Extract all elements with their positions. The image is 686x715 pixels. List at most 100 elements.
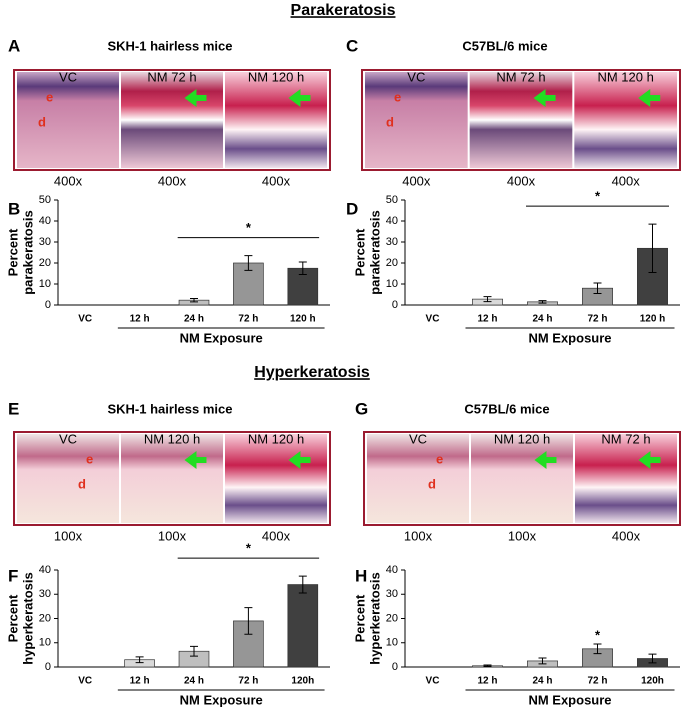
image-label: NM 120 h — [248, 431, 304, 446]
image-label: VC — [409, 431, 427, 446]
y-tick-label: 50 — [386, 194, 398, 206]
y-axis-label: Percent — [352, 594, 367, 642]
histology-image — [367, 434, 469, 523]
error-bar — [244, 607, 253, 635]
layer-marker: e — [394, 89, 401, 104]
x-tick-label: 72 h — [587, 676, 607, 687]
image-label: NM 120 h — [144, 431, 200, 446]
arrow — [184, 451, 207, 469]
y-tick-label: 40 — [386, 215, 398, 227]
x-tick-label: 12 h — [477, 676, 497, 687]
y-tick-label: 40 — [386, 564, 398, 576]
y-axis-label: Percent — [5, 594, 20, 642]
y-axis-label: Percent — [5, 228, 20, 276]
x-tick-label: 24 h — [532, 314, 552, 325]
panel-letter: C — [346, 36, 358, 55]
error-bar — [483, 296, 492, 303]
x-tick-label: 24 h — [184, 676, 204, 687]
x-tick-label: VC — [78, 676, 92, 687]
significance-label: * — [595, 627, 601, 642]
y-tick-label: 40 — [39, 215, 51, 227]
y-tick-label: 10 — [39, 637, 51, 649]
y-tick-label: 20 — [39, 257, 51, 269]
significance-label: * — [246, 541, 252, 556]
layer-marker: d — [428, 476, 436, 491]
magnification: 400x — [612, 173, 641, 188]
y-tick-label: 30 — [39, 236, 51, 248]
histology-image — [471, 434, 573, 523]
image-label: VC — [407, 69, 425, 84]
image-label: NM 72 h — [601, 431, 650, 446]
y-axis-label: parakeratosis — [367, 210, 382, 295]
arrow — [534, 451, 557, 469]
x-tick-label: 120h — [291, 676, 314, 687]
section-title: Parakeratosis — [291, 2, 396, 19]
y-tick-label: 30 — [386, 588, 398, 600]
y-axis-label: Percent — [352, 228, 367, 276]
histology-image — [17, 434, 119, 523]
magnification: 400x — [507, 173, 536, 188]
error-bar — [538, 300, 547, 304]
error-bar — [483, 664, 492, 668]
error-bar — [190, 297, 198, 303]
error-bar — [298, 575, 307, 594]
histology-image — [17, 72, 119, 168]
image-label: VC — [59, 431, 77, 446]
x-tick-label: 12 h — [130, 676, 150, 687]
magnification: 400x — [262, 173, 291, 188]
y-tick-label: 10 — [386, 637, 398, 649]
y-axis-label: hyperkeratosis — [20, 572, 35, 665]
image-label: NM 120 h — [248, 69, 304, 84]
y-tick-label: 0 — [392, 299, 398, 311]
panel-title: C57BL/6 mice — [464, 401, 549, 416]
x-tick-label: 120 h — [640, 314, 666, 325]
arrow — [638, 451, 661, 469]
image-frame — [361, 69, 681, 171]
error-bar — [244, 255, 253, 271]
image-label: NM 120 h — [494, 431, 550, 446]
layer-marker: d — [386, 114, 394, 129]
panel-title: SKH-1 hairless mice — [107, 38, 232, 53]
y-tick-label: 30 — [39, 588, 51, 600]
magnification: 400x — [158, 173, 187, 188]
magnification: 400x — [612, 528, 641, 543]
error-bar — [538, 657, 547, 665]
layer-marker: d — [38, 114, 46, 129]
x-tick-label: VC — [426, 314, 440, 325]
error-bar — [593, 282, 602, 294]
x-tick-label: VC — [78, 314, 92, 325]
image-frame — [363, 431, 681, 526]
layer-marker: e — [46, 89, 53, 104]
layer-marker: e — [86, 451, 93, 466]
histology-image — [365, 72, 468, 168]
arrow — [533, 89, 556, 107]
image-label: NM 72 h — [147, 69, 196, 84]
y-tick-label: 20 — [386, 612, 398, 624]
y-tick-label: 20 — [386, 257, 398, 269]
significance-label: * — [246, 220, 252, 235]
histology-image — [469, 72, 573, 168]
x-tick-label: 72 h — [587, 314, 607, 325]
magnification: 400x — [262, 528, 291, 543]
panel-letter: A — [8, 36, 20, 55]
panel-title: C57BL/6 mice — [462, 38, 547, 53]
panel-letter: G — [355, 399, 368, 418]
image-frame — [13, 69, 331, 171]
magnification: 400x — [402, 173, 431, 188]
error-bar — [298, 261, 307, 276]
histology-image — [121, 72, 223, 168]
x-tick-label: 72 h — [238, 676, 258, 687]
magnification: 100x — [508, 528, 537, 543]
y-tick-label: 40 — [39, 564, 51, 576]
x-tick-label: 120 h — [290, 314, 316, 325]
x-tick-label: 12 h — [130, 314, 150, 325]
significance-label: * — [595, 189, 601, 204]
magnification: 100x — [404, 528, 433, 543]
y-axis-label: hyperkeratosis — [367, 572, 382, 665]
histology-image — [575, 434, 677, 523]
y-axis-label: parakeratosis — [20, 210, 35, 295]
panel-letter: E — [8, 399, 19, 418]
x-tick-label: 24 h — [532, 676, 552, 687]
panel-letter: D — [346, 199, 358, 218]
